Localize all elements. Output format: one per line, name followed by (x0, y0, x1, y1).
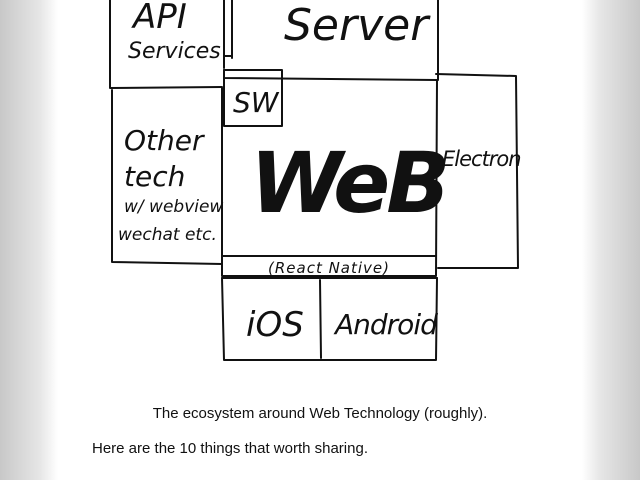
sw-label: SW (233, 86, 280, 119)
react-native-bar (221, 255, 438, 279)
webview-label: w/ webview (124, 197, 223, 217)
page-paper (58, 0, 582, 480)
react-native-label: (React Native) (268, 259, 390, 277)
server-label: Server (284, 0, 431, 51)
api-label: API (131, 0, 187, 37)
mobile-boxes (221, 277, 438, 361)
tech-label: tech (124, 160, 185, 193)
electron-box (435, 73, 519, 269)
wechat-label: wechat etc. (118, 225, 217, 245)
electron-label: Electron (442, 147, 521, 171)
other-tech-box (111, 87, 223, 265)
web-label: WeB (250, 134, 446, 232)
android-label: Android (333, 308, 438, 341)
intro-paragraph: Here are the 10 things that worth sharin… (92, 440, 368, 457)
diagram-caption: The ecosystem around Web Technology (rou… (152, 405, 488, 422)
sw-box (223, 69, 283, 127)
server-box (223, 0, 439, 81)
ios-label: iOS (246, 305, 304, 345)
other-label: Other (124, 124, 205, 157)
services-label: Services (128, 39, 221, 64)
